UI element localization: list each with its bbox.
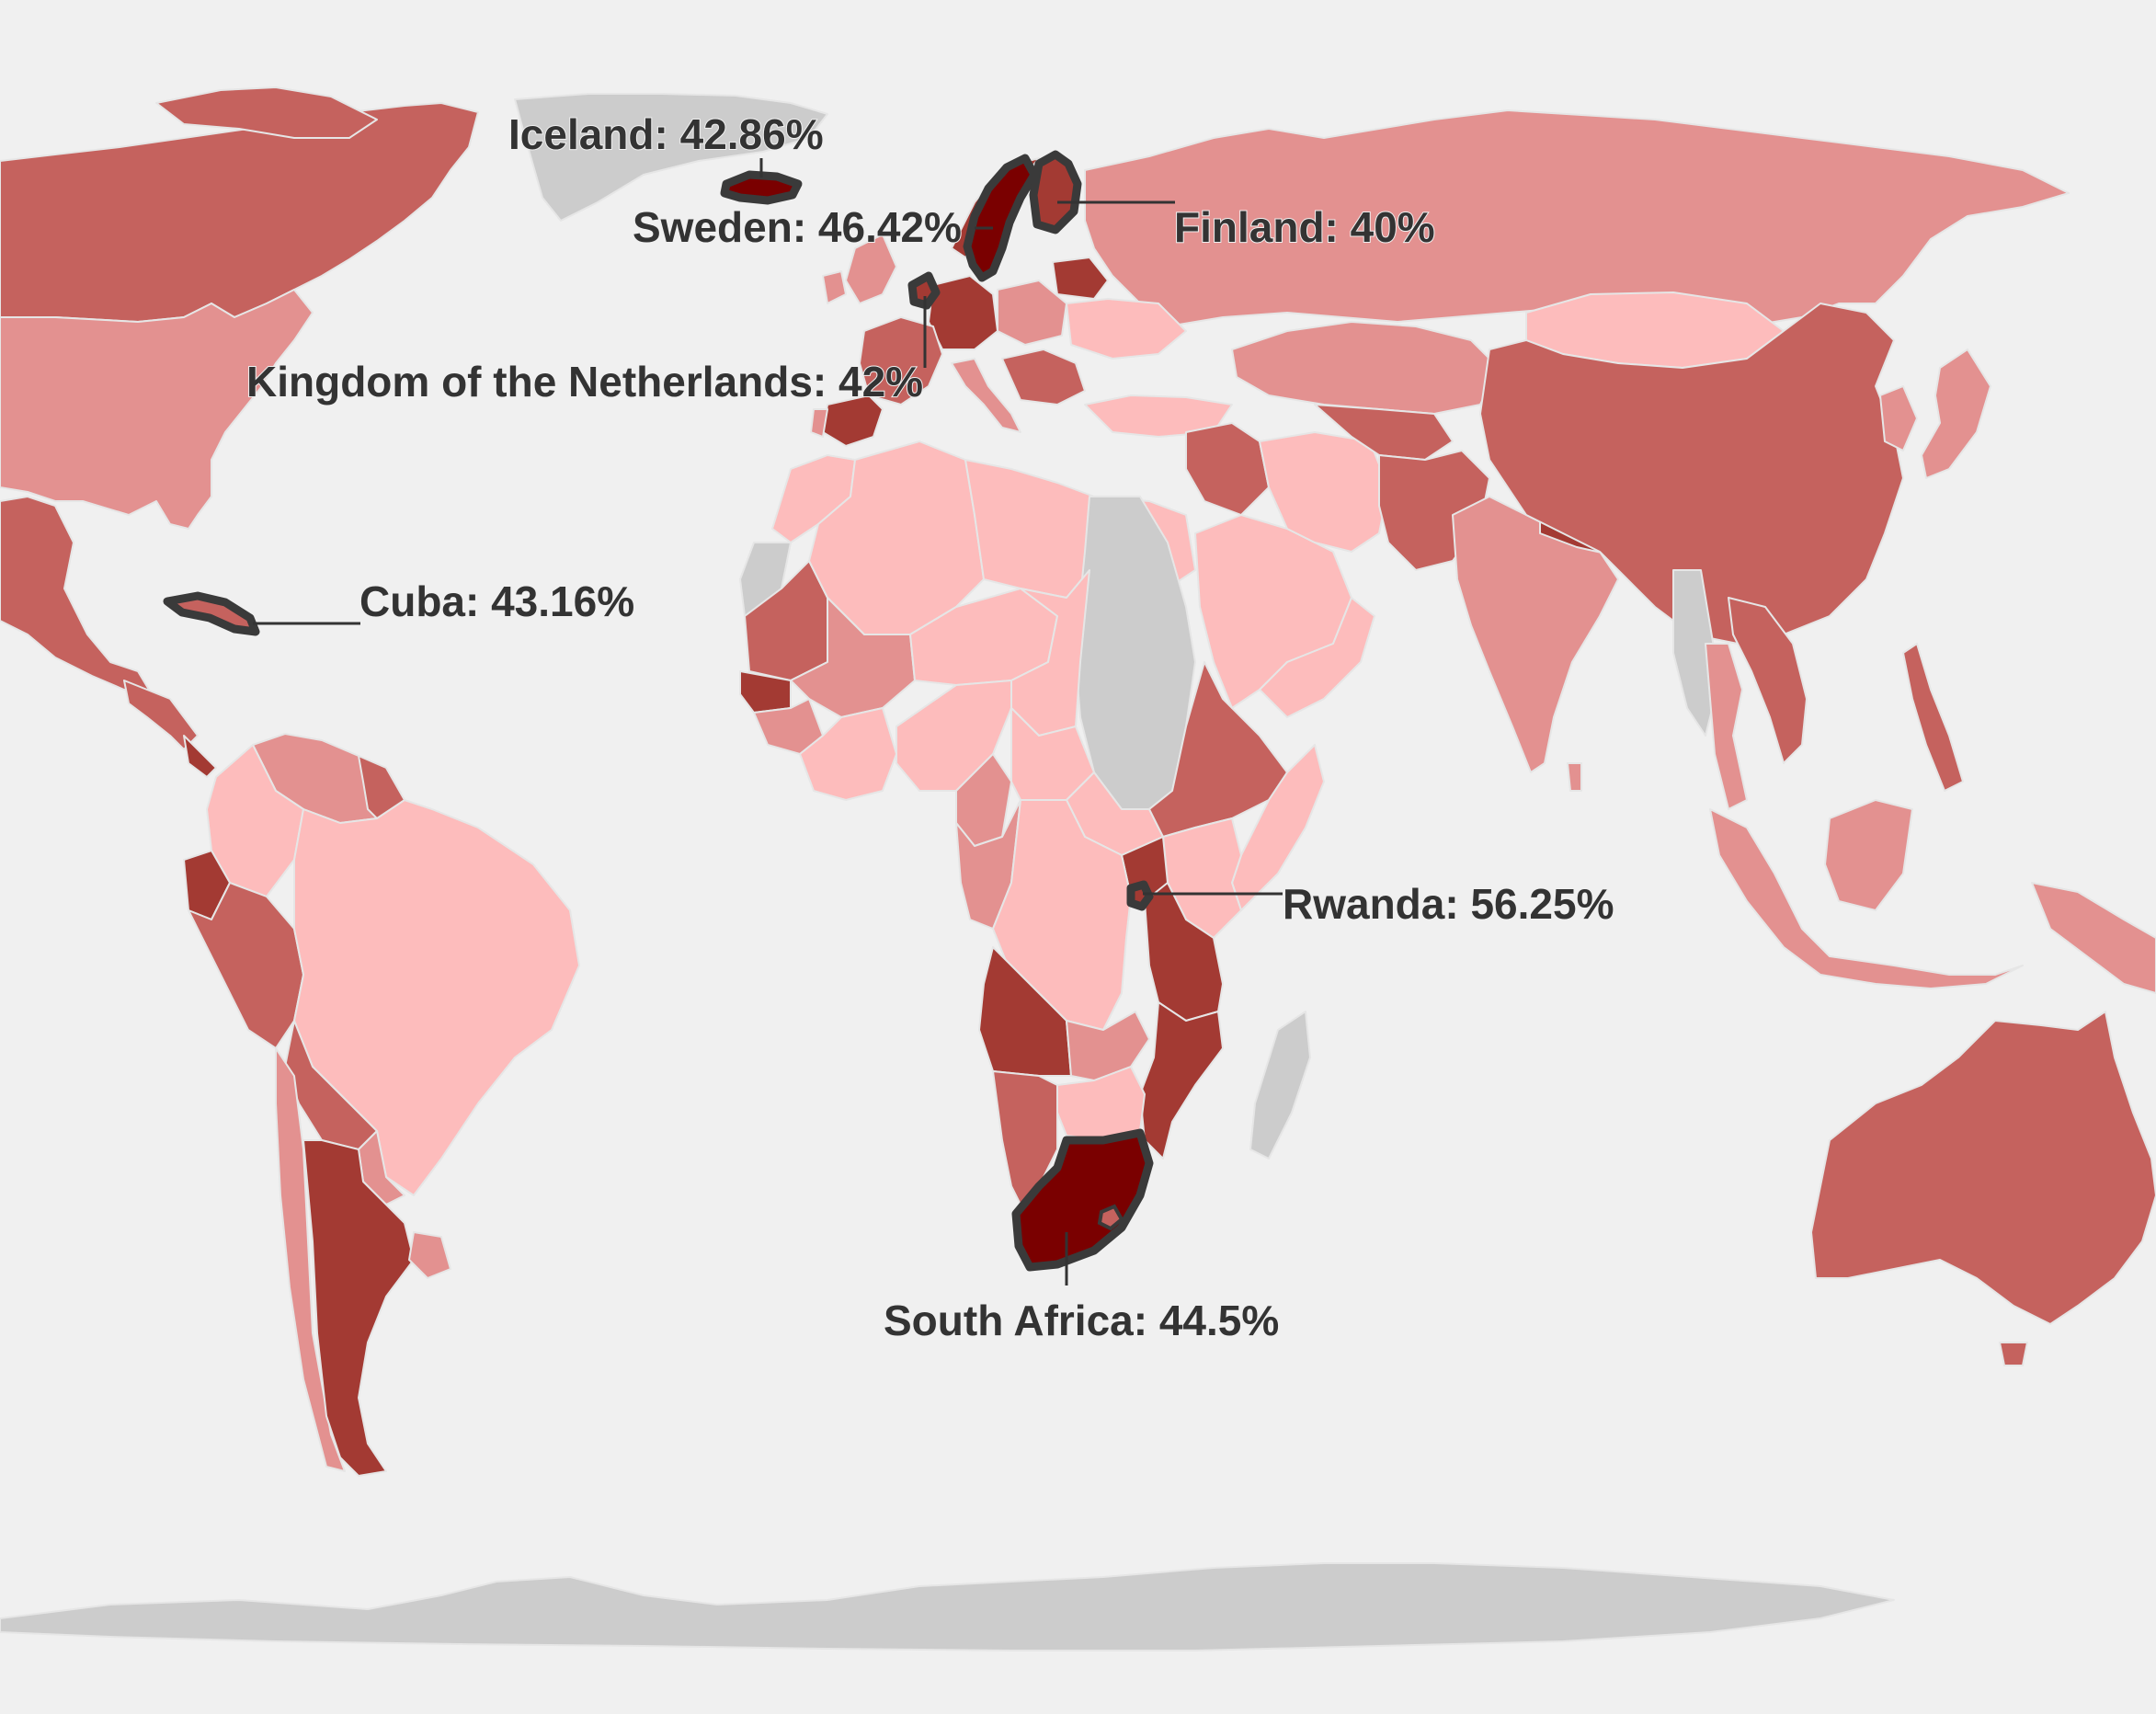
country-tanzania[interactable]: [1144, 882, 1224, 1022]
country-turkey[interactable]: [1084, 394, 1233, 438]
label-finland: Finland: 40%: [1174, 203, 1435, 251]
region-antarctica: [0, 1562, 1895, 1651]
country-canada-arctic-islands: [155, 86, 378, 139]
country-balkans: [1001, 349, 1086, 406]
country-russia[interactable]: [1084, 109, 2070, 327]
country-new-guinea: [2031, 882, 2156, 994]
country-poland[interactable]: [997, 280, 1067, 346]
country-drc[interactable]: [992, 799, 1132, 1031]
country-tasmania: [1999, 1342, 2028, 1366]
country-argentina[interactable]: [302, 1139, 415, 1477]
country-south-africa-highlight[interactable]: [1011, 1128, 1154, 1272]
country-costa-rica: [183, 735, 217, 778]
country-colombia[interactable]: [206, 744, 304, 897]
country-iceland-highlight[interactable]: [720, 170, 803, 205]
country-usa[interactable]: [0, 289, 314, 530]
label-netherlands: Kingdom of the Netherlands: 42%: [246, 358, 923, 406]
country-belarus[interactable]: [1052, 257, 1109, 300]
country-cuba-highlight[interactable]: [163, 591, 260, 636]
country-netherlands-highlight[interactable]: [907, 271, 941, 310]
country-thailand[interactable]: [1705, 643, 1748, 810]
label-rwanda: Rwanda: 56.25%: [1283, 880, 1614, 928]
country-ukraine[interactable]: [1066, 298, 1187, 360]
country-iran[interactable]: [1259, 431, 1389, 553]
country-mozambique[interactable]: [1139, 1001, 1224, 1160]
country-china[interactable]: [1479, 303, 1904, 645]
country-mexico[interactable]: [0, 496, 153, 695]
country-korea: [1879, 385, 1918, 451]
country-vietnam-laos[interactable]: [1728, 597, 1808, 764]
country-ireland: [822, 270, 847, 304]
country-malaysia-borneo: [1824, 799, 1913, 911]
country-lesotho: [1097, 1204, 1124, 1231]
country-madagascar[interactable]: [1249, 1011, 1311, 1160]
country-yemen-oman: [1259, 597, 1375, 718]
label-cuba: Cuba: 43.16%: [359, 577, 634, 625]
country-japan[interactable]: [1921, 349, 1991, 479]
country-iraq-syria: [1185, 422, 1270, 516]
country-italy[interactable]: [951, 358, 1021, 433]
country-sri-lanka: [1567, 762, 1582, 792]
label-sweden: Sweden: 46.42%: [633, 203, 962, 251]
country-uk[interactable]: [845, 234, 897, 304]
country-greenland: [514, 93, 828, 222]
label-iceland: Iceland: 42.86%: [508, 110, 824, 158]
country-kazakhstan[interactable]: [1231, 321, 1500, 415]
country-france[interactable]: [859, 316, 943, 406]
country-portugal: [810, 408, 828, 438]
country-finland-highlight[interactable]: [1029, 150, 1082, 234]
country-uruguay: [408, 1231, 451, 1279]
country-philippines[interactable]: [1902, 643, 1964, 792]
label-south-africa: South Africa: 44.5%: [884, 1297, 1279, 1344]
country-indonesia[interactable]: [1709, 808, 2024, 989]
country-central-asia: [1314, 404, 1454, 461]
country-australia[interactable]: [1810, 1011, 2156, 1325]
country-rwanda-highlight[interactable]: [1126, 880, 1154, 911]
country-zambia[interactable]: [1066, 1011, 1150, 1081]
country-sweden-highlight[interactable]: [963, 154, 1039, 282]
